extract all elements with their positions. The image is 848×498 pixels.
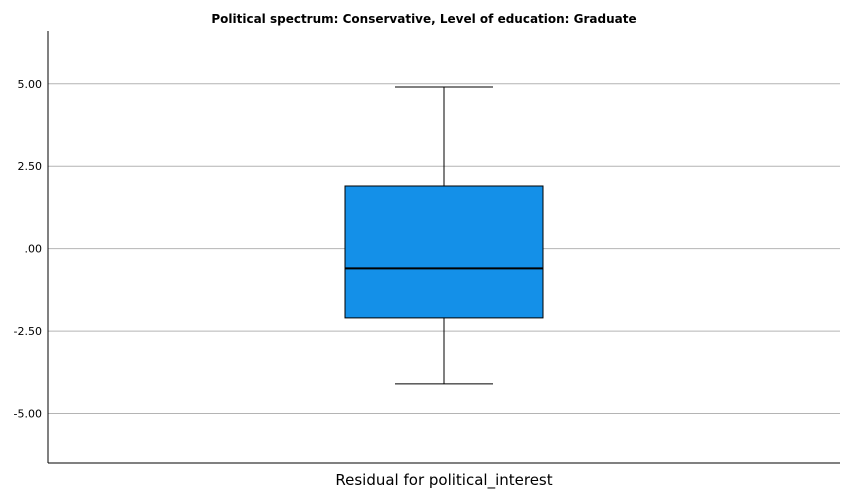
chart-title: Political spectrum: Conservative, Level … [211,12,636,26]
interquartile-box [344,185,544,319]
y-axis-tick-labels: 5.00 2.50 .00 -2.50 -5.00 [14,78,42,421]
y-tick-label: 2.50 [18,160,43,173]
x-axis-label: Residual for political_interest [335,471,552,490]
y-tick-label: -2.50 [14,325,42,338]
y-tick-label: 5.00 [18,78,43,91]
y-tick-label: -5.00 [14,408,42,421]
y-tick-label: .00 [25,243,43,256]
box-plot-group [344,86,544,385]
